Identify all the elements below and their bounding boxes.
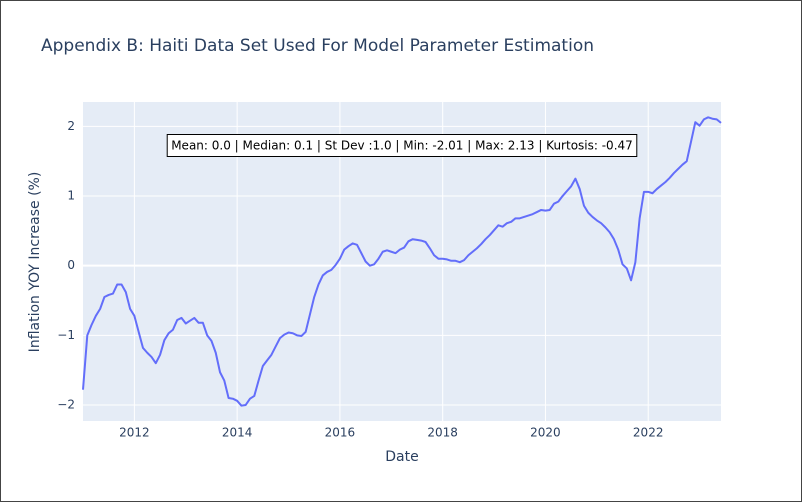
x-tick-label: 2016 bbox=[325, 426, 356, 440]
x-tick-label: 2012 bbox=[119, 426, 150, 440]
x-tick-label: 2018 bbox=[427, 426, 458, 440]
x-tick-label: 2014 bbox=[222, 426, 253, 440]
y-tick-label: 2 bbox=[67, 119, 75, 133]
lines bbox=[82, 116, 722, 407]
x-tick-label: 2022 bbox=[633, 426, 664, 440]
x-axis-title: Date bbox=[385, 449, 418, 465]
y-tick-label: −1 bbox=[57, 328, 75, 342]
annotation: Mean: 0.0 | Median: 0.1 | St Dev :1.0 | … bbox=[171, 139, 633, 153]
annotation-box bbox=[166, 134, 638, 157]
x-tick-label: 2020 bbox=[530, 426, 561, 440]
chart-title: Appendix B: Haiti Data Set Used For Mode… bbox=[41, 36, 594, 56]
y-tick-label: −2 bbox=[57, 397, 75, 411]
y-axis-title: Inflation YOY Increase (%) bbox=[27, 172, 43, 353]
y-tick-label: 0 bbox=[67, 258, 75, 272]
data-line bbox=[82, 116, 722, 407]
y-tick-label: 1 bbox=[67, 189, 75, 203]
